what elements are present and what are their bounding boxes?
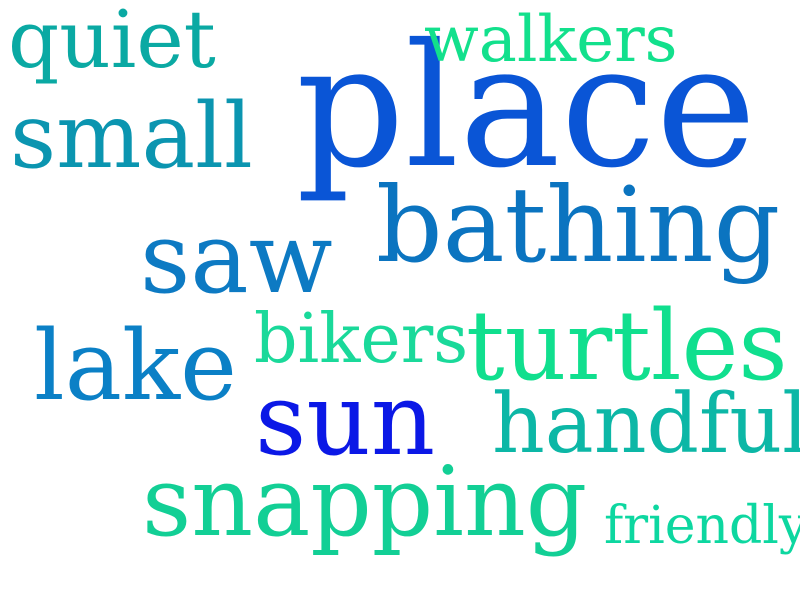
- word-small: small: [10, 84, 253, 189]
- word-turtles: turtles: [466, 290, 788, 402]
- word-quiet: quiet: [8, 0, 216, 86]
- word-snapping: snapping: [142, 446, 588, 558]
- word-walkers: walkers: [424, 3, 678, 77]
- word-place: place: [296, 8, 757, 206]
- word-friendly: friendly: [604, 496, 800, 556]
- word-handful: handful: [492, 377, 800, 472]
- word-bathing: bathing: [376, 164, 781, 286]
- word-bikers: bikers: [254, 300, 469, 379]
- word-sun: sun: [255, 361, 436, 478]
- word-saw: saw: [140, 202, 333, 316]
- word-lake: lake: [34, 310, 237, 422]
